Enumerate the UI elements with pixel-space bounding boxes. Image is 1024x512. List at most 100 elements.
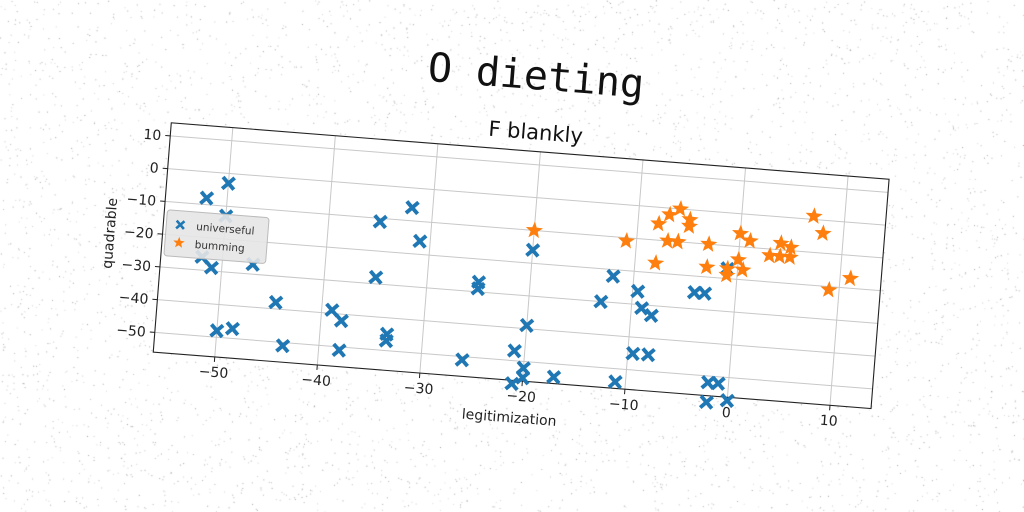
y-gridline [159,266,878,324]
data-point [593,294,609,310]
y-tick-label: 0 [149,160,159,177]
data-point [661,205,679,223]
data-point [324,302,340,318]
data-point [378,333,394,349]
axis-ticks: −50 −40 −30 −20 −10 0 10 10 0 −10 −20 −30 −40 −50 [116,127,839,430]
data-point [669,232,687,250]
data-point [681,217,699,234]
data-point [412,233,428,249]
data-point [470,281,486,297]
plot-frame [152,122,890,410]
x-tick-label: −10 [608,396,639,414]
data-point [729,250,748,268]
data-point [275,338,291,354]
x-tick-label: −40 [301,372,332,390]
x-gridline [419,143,439,374]
data-point [404,200,420,216]
data-point [761,246,779,264]
data-point [625,346,641,362]
data-point [771,247,789,265]
y-gridline [157,299,876,357]
data-point [741,231,759,249]
data-point [643,307,659,324]
data-point [782,238,800,256]
plot-background [153,122,890,409]
x-axis-label: legitimization [461,407,557,430]
data-point [700,235,718,252]
x-gridline [521,151,541,382]
data-point [607,374,623,390]
x-tick-label: −50 [198,364,229,382]
data-point [525,221,543,239]
data-point [630,283,646,299]
legend-box [163,209,270,264]
x-tick-label: −30 [403,380,434,398]
data-point [772,234,790,251]
chart-subtitle: F blankly [488,117,584,148]
x-gridline [829,176,849,406]
data-point [203,260,219,276]
data-point [515,370,531,386]
data-point [718,266,736,283]
x-gridline [726,167,747,398]
data-point [605,268,621,284]
data-point [454,352,470,368]
y-gridline [154,331,873,390]
chart-title: O dieting [426,45,646,108]
y-gridline [170,135,889,193]
y-gridline [165,200,883,259]
data-point [368,269,384,285]
data-point [698,258,716,275]
data-point [220,175,236,191]
chart-figure: O dieting F blankly −50 −40 −30 −20 −10 0 10 10… [100,45,890,430]
y-tick-label: −40 [118,290,149,308]
data-point [546,369,562,385]
y-tick-label: −50 [116,322,147,340]
y-tick-label: 10 [143,127,162,144]
data-point [814,224,832,242]
data-point [199,190,215,206]
legend-label: universeful [196,221,255,238]
data-point [659,231,677,249]
data-point [617,232,636,249]
data-point [710,375,726,391]
data-point [224,321,240,337]
x-tick-label: 0 [721,405,731,422]
y-gridline [167,168,886,226]
data-point [504,376,520,392]
legend-label: bumming [194,239,245,255]
data-point [805,207,823,224]
data-point [841,269,860,287]
data-point [672,200,690,217]
data-point [525,242,541,258]
series-bumming [525,200,860,298]
data-point [734,260,752,278]
y-tick-label: −10 [126,191,157,209]
x-gridline [624,159,644,390]
x-tick-label: 10 [819,413,838,430]
data-point [268,294,284,310]
y-axis-label: quadrable [100,197,122,269]
y-tick-label: −30 [121,257,152,275]
data-point [506,343,522,359]
data-point [634,300,650,316]
data-point [698,394,714,410]
legend-marker [173,236,185,248]
plot-area: −50 −40 −30 −20 −10 0 10 10 0 −10 −20 −30 −40 −50 leg… [100,122,890,430]
data-point [686,284,702,301]
data-point [697,285,713,301]
x-tick-label: −20 [506,388,537,406]
data-points [194,175,860,410]
data-point [331,342,347,358]
data-point [781,248,799,265]
data-point [333,313,349,329]
data-point [820,280,838,298]
legend-marker [175,219,186,230]
data-point [700,375,716,391]
data-point [647,254,665,271]
data-point [719,393,735,409]
data-point [519,317,535,333]
data-point [732,224,750,242]
